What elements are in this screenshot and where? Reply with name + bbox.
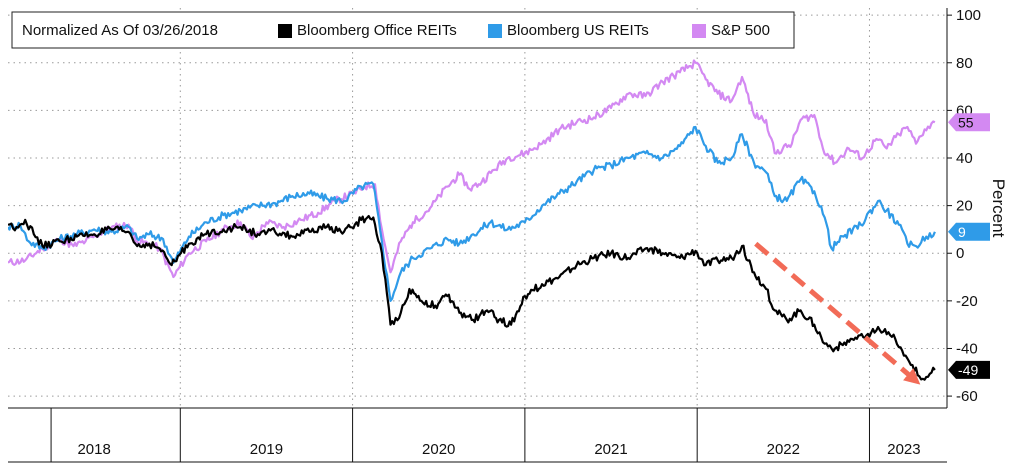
plot-area [8,8,948,463]
year-label: 2021 [594,441,627,458]
y-axis-label: Percent [989,179,1008,238]
y-tick-label: 100 [956,7,981,24]
legend-swatch-us-reits [488,24,502,38]
legend-label-us-reits: Bloomberg US REITs [507,22,649,39]
y-tick-label: 20 [956,198,973,215]
legend-title: Normalized As Of 03/26/2018 [22,22,218,39]
year-label: 2018 [77,441,110,458]
last-value-label: 9 [958,224,966,240]
y-tick-label: 80 [956,55,973,72]
trend-arrow [754,241,921,385]
last-value-badge [948,222,990,241]
last-value-badge [948,113,990,132]
year-label: 2023 [887,441,920,458]
y-tick-label: 40 [956,150,973,167]
grid [8,14,947,397]
last-value-badge [948,360,990,379]
y-tick-label: -40 [956,340,978,357]
legend-swatch-sp500 [692,24,706,38]
last-value-label: 55 [958,114,974,130]
x-axis-year-labels: 2018 2019 2020 2021 2022 2023 [77,441,920,458]
series-line-bloomberg-us-reits [8,125,936,302]
last-value-label: -49 [958,362,978,378]
legend: Normalized As Of 03/26/2018 Bloomberg Of… [11,11,795,49]
series-line-bloomberg-office-reits [8,214,936,381]
y-tick-label: 0 [956,245,964,262]
year-boundaries [50,8,870,462]
year-label: 2022 [767,441,800,458]
y-tick-label: -60 [956,388,978,405]
legend-label-sp500: S&P 500 [711,22,770,39]
y-tick-label: -20 [956,293,978,310]
annotations [754,241,921,385]
series-lines [8,59,936,381]
legend-box [11,11,795,49]
legend-swatch-office-reits [278,24,292,38]
last-value-badges: 55 9 -49 [948,113,990,379]
year-label: 2020 [422,441,455,458]
legend-label-office-reits: Bloomberg Office REITs [297,22,457,39]
year-label: 2019 [250,441,283,458]
